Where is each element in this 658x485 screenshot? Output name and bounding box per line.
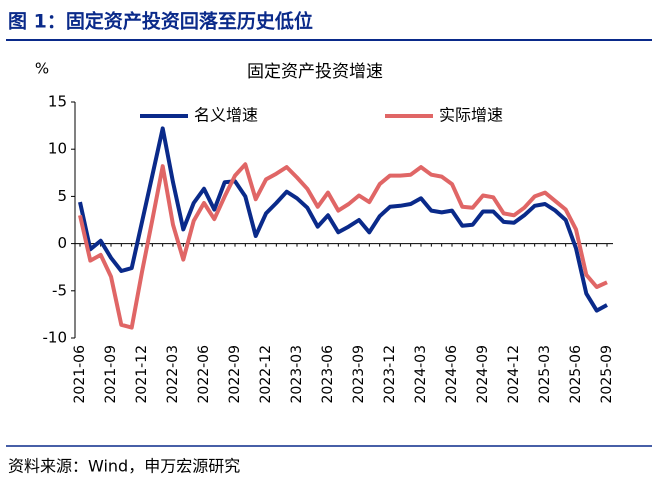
source-note: 资料来源：Wind，申万宏源研究: [8, 457, 240, 476]
x-tick-label: 2022-06: [196, 345, 212, 404]
y-tick-label: -5: [52, 281, 67, 299]
series-line: [78, 162, 608, 330]
header-title: 图 1：固定资产投资回落至历史低位: [8, 10, 313, 33]
y-axis-label: %: [35, 60, 49, 78]
legend-label: 名义增速: [194, 106, 258, 125]
x-tick-label: 2023-12: [382, 345, 398, 404]
y-tick-label: 5: [57, 187, 67, 205]
legend-label: 实际增速: [439, 106, 503, 125]
x-tick-label: 2023-06: [320, 345, 336, 404]
y-tick-label: 15: [48, 93, 67, 111]
x-tick-label: 2024-12: [506, 345, 522, 404]
chart-title: 固定资产投资增速: [247, 62, 383, 82]
x-tick-label: 2022-09: [227, 345, 243, 404]
x-tick-label: 2024-06: [444, 345, 460, 404]
y-tick-label: -10: [43, 329, 68, 347]
x-tick-label: 2025-09: [599, 345, 615, 404]
x-tick-label: 2023-03: [289, 345, 305, 404]
x-tick-label: 2021-09: [103, 345, 119, 404]
x-tick-label: 2021-12: [134, 345, 150, 404]
y-tick-label: 10: [48, 140, 67, 158]
x-tick-label: 2022-12: [258, 345, 274, 404]
x-tick-label: 2024-03: [413, 345, 429, 404]
x-tick-label: 2025-03: [537, 345, 553, 404]
x-tick-label: 2023-09: [351, 345, 367, 404]
x-tick-label: 2024-09: [475, 345, 491, 404]
x-tick-label: 2021-06: [72, 345, 88, 404]
series-line: [78, 126, 608, 313]
x-tick-label: 2025-06: [568, 345, 584, 404]
y-tick-label: 0: [57, 234, 67, 252]
x-tick-label: 2022-03: [165, 345, 181, 404]
